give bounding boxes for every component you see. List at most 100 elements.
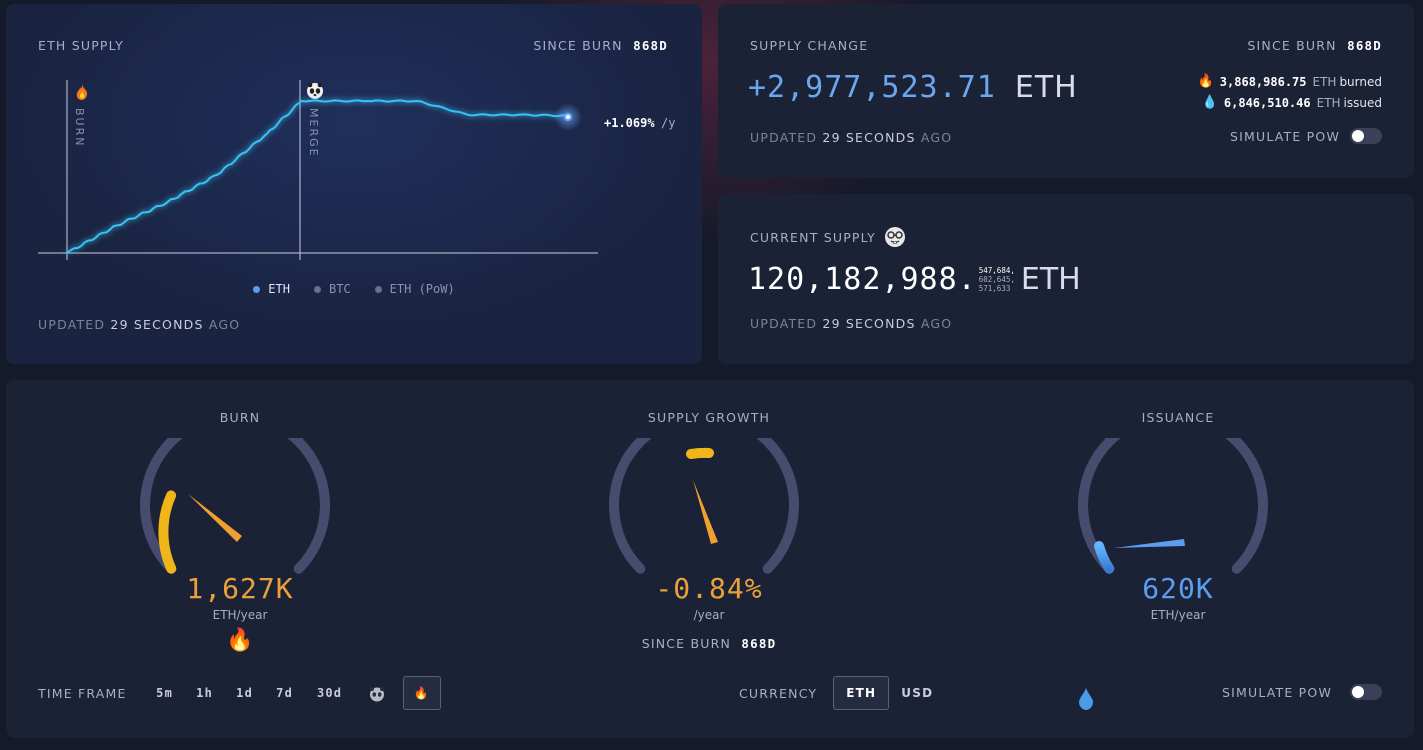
merge-marker-label: MERGE: [307, 108, 320, 158]
issued-line: 💧 6,846,510.46 ETH issued: [1202, 95, 1382, 110]
updated-text: UPDATED 29 SECONDS AGO: [750, 130, 952, 145]
change-unit: ETH: [1014, 70, 1078, 105]
issuance-gauge-dial: [1078, 438, 1268, 574]
currency-usd[interactable]: USD: [901, 686, 934, 700]
timeframe-label: TIME FRAME: [38, 685, 127, 701]
decimal-line: 547,684,: [978, 266, 1015, 275]
timeframe-since-burn[interactable]: 🔥: [402, 676, 441, 710]
eth-supply-card: ETH SUPPLY SINCE BURN 868d BURN MERGE: [6, 4, 702, 364]
updated-value: 29 SECONDS: [822, 130, 916, 145]
since-burn: SINCE BURN 868d: [1247, 38, 1382, 53]
fire-icon: [76, 84, 88, 100]
change-number: +2,977,523.71: [748, 70, 996, 105]
burned-unit: ETH: [1312, 74, 1337, 89]
panda-icon: [307, 82, 323, 99]
time-frame-controls: TIME FRAME 5m 1h 1d 7d 30d 🔥: [38, 676, 441, 710]
decimal-line: 602,645,: [978, 275, 1015, 284]
burn-gauge: BURN 1,627K ETH/year 🔥: [90, 380, 390, 670]
droplet-icon: 💧: [1201, 95, 1218, 110]
gauge-value: 620K: [1142, 572, 1214, 605]
issuance-gauge: ISSUANCE 620K ETH/year: [1028, 380, 1328, 710]
fire-icon: 🔥: [413, 686, 430, 700]
gauge-title: SUPPLY GROWTH: [647, 410, 771, 425]
legend-btc[interactable]: BTC: [313, 282, 351, 296]
since-label: SINCE BURN: [1247, 38, 1337, 53]
current-supply-value: 120,182,988. 547,684, 602,645, 571,633 E…: [748, 262, 1081, 297]
eth-series-line: [66, 99, 569, 254]
gauges-card: BURN 1,627K ETH/year 🔥 SUPPLY GROWTH -0.…: [6, 380, 1414, 738]
updated-prefix: UPDATED: [750, 130, 818, 145]
fire-icon: 🔥: [1197, 74, 1214, 89]
timeframe-5m[interactable]: 5m: [156, 686, 174, 700]
supply-growth-gauge: SUPPLY GROWTH -0.84% /year SINCE BURN 86…: [559, 380, 859, 670]
gauge-title: ISSUANCE: [1141, 410, 1215, 425]
gauge-value: -0.84%: [655, 572, 763, 605]
timeframe-30d[interactable]: 30d: [316, 686, 343, 700]
issued-value: 6,846,510.46: [1223, 95, 1311, 110]
rate-value: +1.069%: [604, 116, 655, 130]
since-value: 868d: [1347, 38, 1382, 53]
legend-eth-pow[interactable]: ETH (PoW): [374, 282, 455, 296]
decimal-line: 571,633: [978, 284, 1011, 293]
card-title: ETH SUPPLY: [38, 38, 125, 53]
updated-text: UPDATED 29 SECONDS AGO: [750, 316, 952, 331]
since-value: 868d: [633, 38, 668, 53]
currency-label: CURRENCY: [739, 685, 818, 701]
gauge-unit: ETH/year: [212, 608, 268, 622]
currency-eth[interactable]: ETH: [833, 676, 890, 710]
since-label: SINCE BURN: [533, 38, 623, 53]
updated-suffix: AGO: [920, 130, 953, 145]
simulate-pow: SIMULATE PoW: [1230, 128, 1382, 144]
burned-value: 3,868,986.75: [1219, 74, 1307, 89]
growth-gauge-dial: [609, 438, 799, 574]
supply-decimals: 547,684, 602,645, 571,633: [979, 266, 1015, 293]
updated-text: UPDATED 29 SECONDS AGO: [38, 317, 240, 332]
burn-marker-label: BURN: [73, 108, 86, 147]
supply-integer: 120,182,988.: [748, 262, 977, 297]
timeframe-merge[interactable]: [357, 677, 397, 709]
gauge-unit: /year: [693, 608, 725, 622]
supply-change-card: SUPPLY CHANGE SINCE BURN 868d +2,977,523…: [718, 4, 1414, 178]
updated-prefix: UPDATED: [38, 317, 106, 332]
currency-controls: CURRENCY ETH USD: [739, 676, 945, 710]
updated-value: 29 SECONDS: [110, 317, 204, 332]
gauge-title: BURN: [219, 410, 261, 425]
burn-gauge-dial: [140, 438, 330, 574]
current-supply-card: CURRENT SUPPLY 120,182,988. 547,684, 602…: [718, 194, 1414, 364]
timeframe-1h[interactable]: 1h: [196, 686, 214, 700]
fire-icon: 🔥: [226, 628, 254, 653]
legend-label: BTC: [328, 282, 351, 296]
card-title: CURRENT SUPPLY: [750, 229, 877, 245]
simulate-pow-toggle[interactable]: [1350, 128, 1382, 144]
panda-icon: [369, 686, 384, 701]
updated-suffix: AGO: [208, 317, 241, 332]
updated-suffix: AGO: [920, 316, 953, 331]
gauge-unit: ETH/year: [1150, 608, 1206, 622]
simulate-pow-bottom: SIMULATE PoW: [1222, 676, 1382, 708]
legend-eth[interactable]: ETH: [253, 282, 290, 296]
current-point: [564, 113, 572, 121]
legend-label: ETH: [268, 282, 290, 296]
since-value: 868d: [741, 636, 777, 651]
legend-label: ETH (PoW): [389, 282, 455, 296]
current-supply-header: CURRENT SUPPLY: [750, 226, 906, 248]
issued-unit: ETH: [1316, 95, 1341, 110]
timeframe-1d[interactable]: 1d: [236, 686, 254, 700]
simulate-pow-toggle[interactable]: [1350, 684, 1382, 700]
supply-chart[interactable]: BURN MERGE +1.069% /y: [6, 4, 702, 284]
supply-change-value: +2,977,523.71 ETH: [748, 70, 1078, 105]
since-label: SINCE BURN: [641, 636, 732, 651]
burned-line: 🔥 3,868,986.75 ETH burned: [1198, 74, 1382, 89]
issued-label: issued: [1343, 95, 1382, 110]
since-burn: SINCE BURN 868d: [559, 636, 859, 651]
chart-legend: ETH BTC ETH (PoW): [6, 282, 702, 296]
burned-label: burned: [1339, 74, 1382, 89]
simulate-label: SIMULATE PoW: [1221, 684, 1332, 700]
updated-value: 29 SECONDS: [822, 316, 916, 331]
timeframe-7d[interactable]: 7d: [276, 686, 294, 700]
since-burn: SINCE BURN 868d: [533, 38, 668, 53]
simulate-label: SIMULATE PoW: [1229, 128, 1340, 144]
supply-unit: ETH: [1020, 262, 1081, 297]
nerd-face-icon: [885, 227, 906, 247]
gauge-value: 1,627K: [186, 572, 294, 605]
